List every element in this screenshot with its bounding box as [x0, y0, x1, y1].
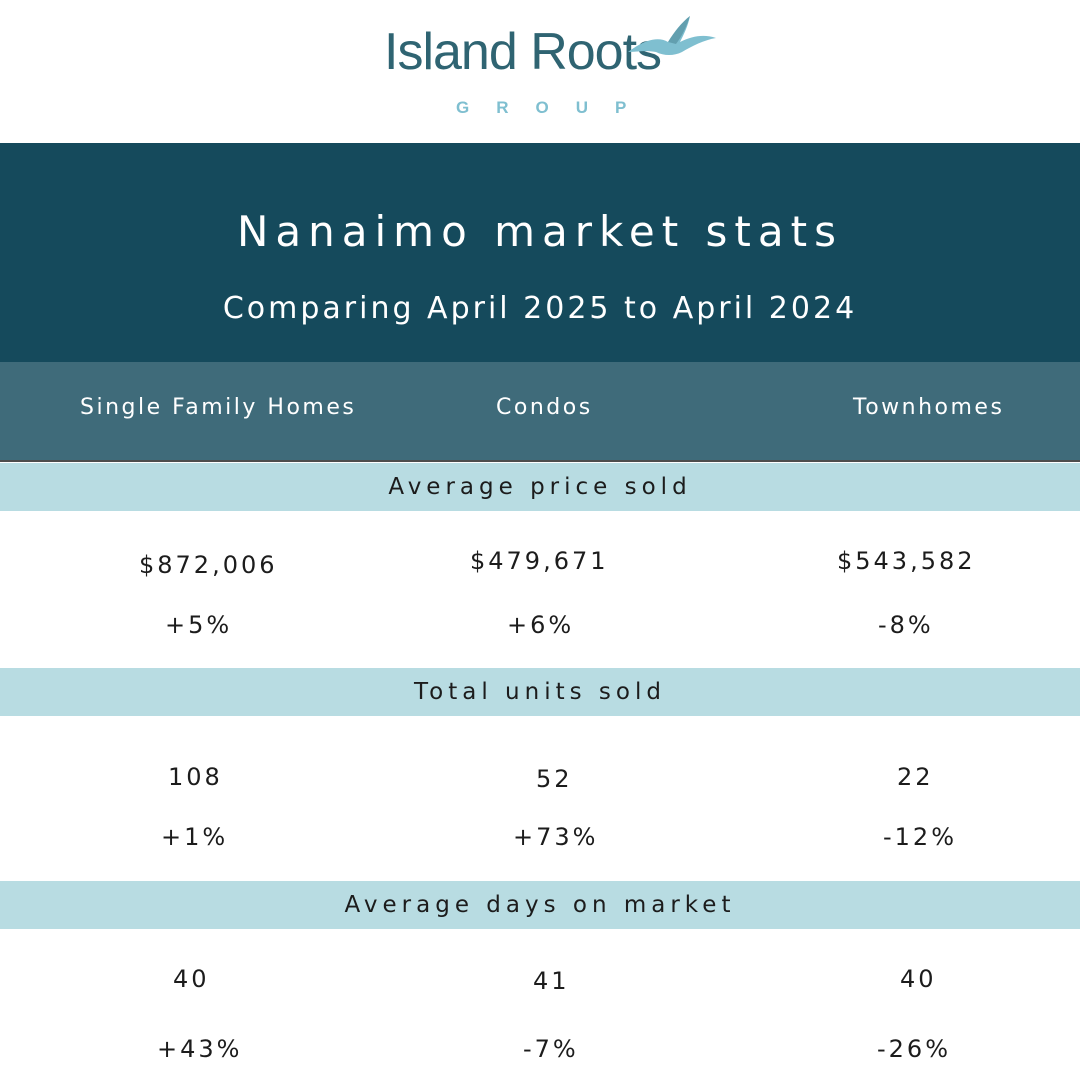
value-average-price-single-family: $872,006: [139, 551, 278, 579]
column-header-townhomes: Townhomes: [853, 395, 1005, 420]
column-header-single-family: Single Family Homes: [80, 395, 357, 420]
header-banner: Nanaimo market stats Comparing April 202…: [0, 143, 1080, 362]
change-total-units-condos: +73%: [513, 823, 599, 851]
change-total-units-single-family: +1%: [161, 823, 229, 851]
value-average-price-townhomes: $543,582: [837, 547, 976, 575]
change-days-on-market-townhomes: -26%: [877, 1035, 952, 1063]
column-header-condos: Condos: [496, 395, 593, 420]
seagull-icon: [628, 16, 716, 55]
value-days-on-market-townhomes: 40: [900, 965, 937, 993]
change-average-price-townhomes: -8%: [878, 611, 934, 639]
page-title: Nanaimo market stats: [237, 207, 843, 256]
change-days-on-market-condos: -7%: [523, 1035, 579, 1063]
value-days-on-market-condos: 41: [533, 967, 570, 995]
value-total-units-condos: 52: [536, 765, 573, 793]
change-total-units-townhomes: -12%: [883, 823, 958, 851]
column-header-bar: Single Family Homes Condos Townhomes: [0, 362, 1080, 462]
change-average-price-single-family: +5%: [165, 611, 233, 639]
brand-name: Island Roots: [384, 23, 662, 81]
section-band-days-on-market: Average days on market: [0, 881, 1080, 929]
page-subtitle: Comparing April 2025 to April 2024: [222, 291, 858, 326]
section-band-average-price: Average price sold: [0, 463, 1080, 511]
brand-group: GROUP: [456, 98, 654, 117]
value-total-units-townhomes: 22: [897, 763, 934, 791]
section-band-total-units: Total units sold: [0, 668, 1080, 716]
change-days-on-market-single-family: +43%: [157, 1035, 243, 1063]
value-total-units-single-family: 108: [168, 763, 223, 791]
change-average-price-condos: +6%: [507, 611, 575, 639]
value-average-price-condos: $479,671: [470, 547, 609, 575]
value-days-on-market-single-family: 40: [173, 965, 210, 993]
brand-logo: Island Roots GROUP: [0, 0, 1080, 143]
